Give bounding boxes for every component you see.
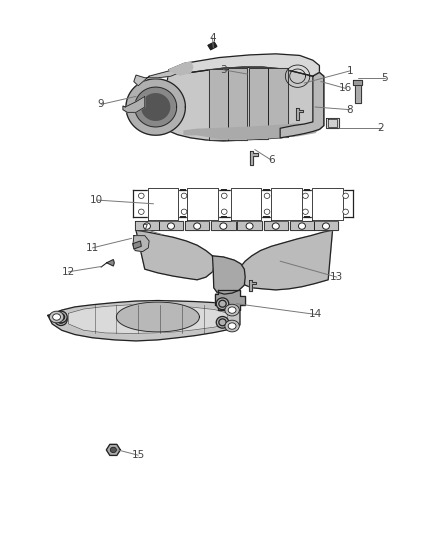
Text: 16: 16	[339, 83, 352, 93]
Polygon shape	[106, 445, 120, 455]
Polygon shape	[48, 301, 240, 341]
Ellipse shape	[264, 209, 270, 214]
Polygon shape	[237, 221, 262, 230]
Polygon shape	[231, 188, 261, 220]
Ellipse shape	[216, 298, 229, 310]
Text: 7: 7	[141, 224, 148, 235]
Ellipse shape	[167, 223, 174, 229]
Polygon shape	[126, 79, 185, 135]
Text: 5: 5	[381, 73, 388, 83]
Polygon shape	[239, 230, 332, 290]
Polygon shape	[296, 108, 303, 120]
Polygon shape	[117, 302, 199, 332]
Polygon shape	[314, 221, 338, 230]
Polygon shape	[208, 42, 217, 50]
Ellipse shape	[49, 311, 64, 323]
Polygon shape	[212, 256, 245, 294]
Polygon shape	[136, 230, 215, 280]
Ellipse shape	[225, 320, 239, 332]
Ellipse shape	[110, 447, 117, 453]
Ellipse shape	[228, 307, 236, 313]
Ellipse shape	[343, 193, 349, 198]
Text: 14: 14	[308, 309, 321, 319]
Polygon shape	[135, 87, 177, 127]
Polygon shape	[208, 69, 228, 140]
Polygon shape	[134, 64, 182, 86]
Text: 2: 2	[377, 123, 384, 133]
Ellipse shape	[343, 209, 349, 214]
Ellipse shape	[246, 223, 253, 229]
Ellipse shape	[225, 304, 239, 316]
Ellipse shape	[138, 209, 144, 214]
Ellipse shape	[181, 209, 187, 214]
Text: 1: 1	[346, 66, 353, 76]
Polygon shape	[312, 188, 343, 220]
Text: 4: 4	[209, 33, 216, 43]
Ellipse shape	[194, 223, 201, 229]
Polygon shape	[169, 62, 193, 75]
Text: 11: 11	[86, 243, 99, 253]
Ellipse shape	[144, 223, 150, 229]
Polygon shape	[185, 221, 209, 230]
Ellipse shape	[53, 314, 60, 320]
Ellipse shape	[272, 223, 279, 229]
Ellipse shape	[228, 323, 236, 329]
Polygon shape	[280, 72, 324, 138]
Polygon shape	[228, 68, 247, 140]
Polygon shape	[272, 188, 302, 220]
Text: 12: 12	[62, 267, 75, 277]
Polygon shape	[148, 188, 178, 220]
Polygon shape	[268, 68, 288, 138]
Polygon shape	[264, 221, 288, 230]
Polygon shape	[187, 188, 218, 220]
Text: 6: 6	[268, 155, 275, 165]
Polygon shape	[125, 67, 324, 141]
Polygon shape	[123, 96, 145, 112]
Polygon shape	[142, 94, 170, 120]
Polygon shape	[135, 221, 159, 230]
Polygon shape	[353, 80, 362, 85]
Polygon shape	[211, 221, 236, 230]
Ellipse shape	[181, 193, 187, 198]
Polygon shape	[107, 260, 114, 266]
Polygon shape	[159, 221, 183, 230]
Text: 13: 13	[330, 272, 343, 282]
Ellipse shape	[303, 193, 308, 198]
Polygon shape	[290, 221, 314, 230]
Polygon shape	[249, 68, 268, 139]
Polygon shape	[249, 280, 256, 292]
Text: 9: 9	[98, 99, 104, 109]
Text: 8: 8	[346, 104, 353, 115]
Text: 10: 10	[90, 195, 103, 205]
Ellipse shape	[138, 193, 144, 198]
Text: 15: 15	[131, 450, 145, 460]
Polygon shape	[326, 118, 339, 128]
Text: 3: 3	[220, 65, 227, 75]
Ellipse shape	[303, 209, 308, 214]
Polygon shape	[215, 290, 245, 310]
Ellipse shape	[264, 193, 270, 198]
Polygon shape	[184, 124, 319, 139]
Polygon shape	[355, 85, 361, 103]
Ellipse shape	[298, 223, 305, 229]
Ellipse shape	[322, 223, 329, 229]
Polygon shape	[133, 236, 149, 252]
Ellipse shape	[216, 317, 229, 328]
Ellipse shape	[221, 209, 227, 214]
Ellipse shape	[55, 314, 67, 326]
Polygon shape	[68, 305, 228, 334]
Polygon shape	[251, 151, 258, 165]
Ellipse shape	[221, 193, 227, 198]
Ellipse shape	[220, 223, 227, 229]
Ellipse shape	[55, 311, 67, 323]
Polygon shape	[133, 241, 141, 249]
Polygon shape	[169, 54, 319, 76]
